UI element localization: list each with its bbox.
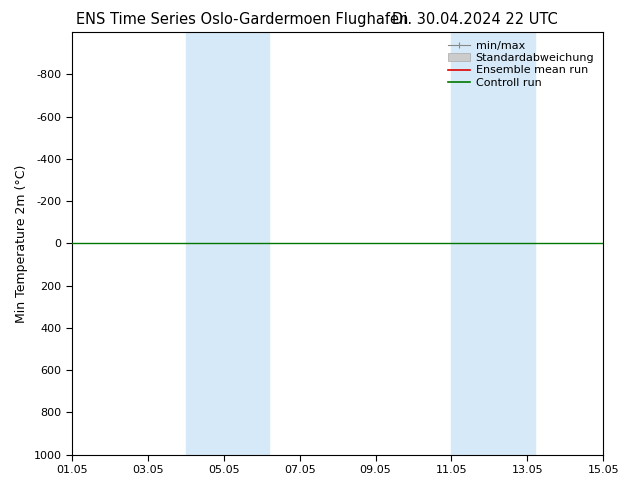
Bar [451, 32, 535, 455]
Bar [186, 32, 269, 455]
Y-axis label: Min Temperature 2m (°C): Min Temperature 2m (°C) [15, 164, 28, 322]
Legend: min/max, Standardabweichung, Ensemble mean run, Controll run: min/max, Standardabweichung, Ensemble me… [444, 38, 598, 91]
Text: Di. 30.04.2024 22 UTC: Di. 30.04.2024 22 UTC [392, 12, 558, 27]
Text: ENS Time Series Oslo-Gardermoen Flughafen: ENS Time Series Oslo-Gardermoen Flughafe… [76, 12, 408, 27]
Text: © weatheronline.de: © weatheronline.de [72, 455, 184, 465]
